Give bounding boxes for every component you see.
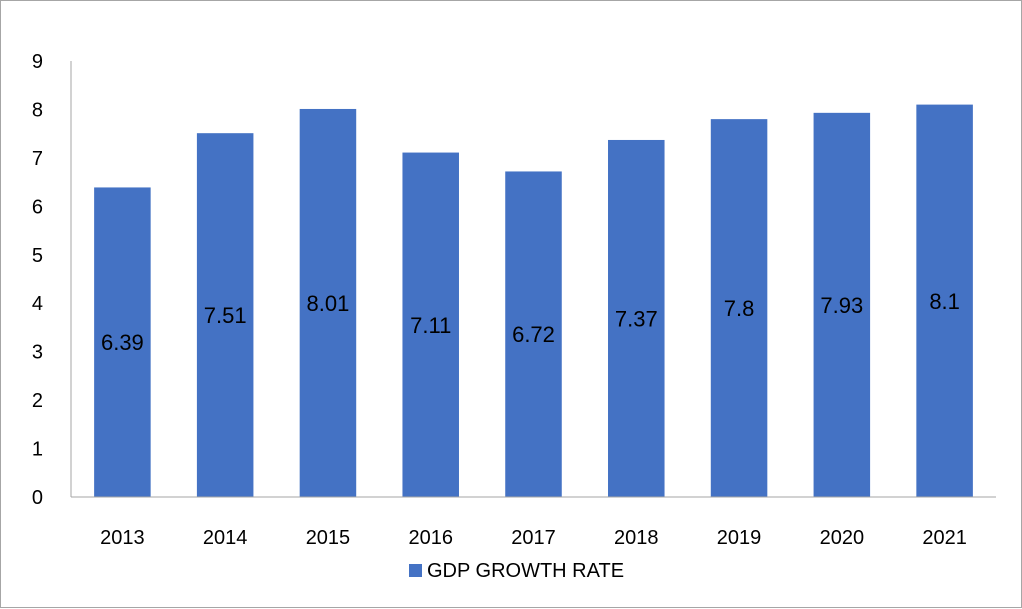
bars [94, 104, 973, 498]
bar [710, 119, 768, 497]
bar [94, 187, 151, 497]
bar [608, 139, 665, 497]
y-axis: 0 1 2 3 4 5 6 7 8 9 [32, 51, 72, 509]
x-tick-label: 2018 [614, 527, 659, 549]
data-label: 6.72 [512, 322, 555, 347]
y-tick-label: 6 [32, 196, 43, 218]
bar [813, 112, 871, 497]
data-label: 7.37 [615, 306, 658, 331]
data-label: 8.1 [929, 289, 960, 314]
y-tick-label: 8 [32, 99, 43, 121]
x-tick-label: 2019 [717, 527, 762, 549]
x-tick-label: 2014 [203, 527, 248, 549]
data-label: 8.01 [307, 291, 350, 316]
y-tick-label: 2 [32, 390, 43, 412]
data-labels: 6.39 7.51 8.01 7.11 6.72 7.37 7.8 7.93 8.1 [101, 289, 960, 355]
data-label: 7.51 [204, 303, 247, 328]
x-tick-label: 2016 [408, 527, 453, 549]
x-tick-label: 2021 [922, 527, 967, 549]
bar [402, 152, 459, 497]
x-tick-label: 2017 [511, 527, 556, 549]
legend: GDP GROWTH RATE [409, 560, 624, 582]
x-tick-label: 2013 [100, 527, 145, 549]
y-tick-label: 3 [32, 342, 43, 364]
y-tick-label: 0 [32, 487, 43, 509]
bar [916, 104, 973, 497]
legend-label: GDP GROWTH RATE [427, 560, 624, 582]
bar [196, 133, 254, 497]
data-label: 7.93 [820, 293, 863, 318]
y-tick-label: 9 [32, 51, 43, 73]
x-axis: 2013 2014 2015 2016 2017 2018 2019 2020 2021 [71, 496, 996, 549]
y-tick-label: 7 [32, 148, 43, 170]
x-tick-label: 2015 [306, 527, 351, 549]
data-label: 7.8 [724, 296, 755, 321]
y-tick-label: 4 [32, 293, 43, 315]
bar [299, 108, 357, 498]
y-tick-label: 1 [32, 439, 43, 461]
bar [505, 171, 562, 497]
y-tick-label: 5 [32, 245, 43, 267]
data-label: 7.11 [410, 313, 451, 338]
x-tick-label: 2020 [820, 527, 865, 549]
legend-swatch [409, 564, 422, 577]
data-label: 6.39 [101, 330, 144, 355]
